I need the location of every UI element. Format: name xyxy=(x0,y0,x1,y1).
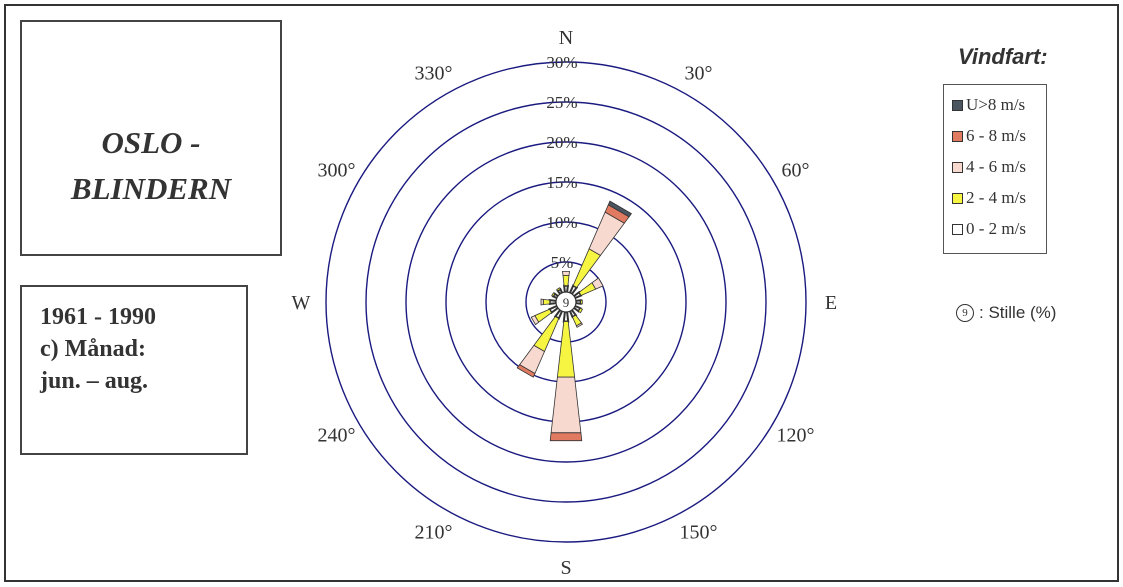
legend-item: U>8 m/s xyxy=(952,95,1025,115)
legend-title: Vindfart: xyxy=(958,44,1048,69)
wind-sector-segment xyxy=(562,270,570,276)
wind-sector-segment xyxy=(556,321,576,378)
station-title-box: OSLO - BLINDERN xyxy=(20,20,282,256)
direction-label: E xyxy=(825,292,837,314)
legend-label: 4 - 6 m/s xyxy=(966,157,1026,176)
station-title: OSLO - BLINDERN xyxy=(22,120,280,212)
ring-label: 30% xyxy=(546,53,577,72)
wind-sector-segment xyxy=(562,274,570,287)
legend-swatch-icon xyxy=(952,99,963,111)
period-months: jun. – aug. xyxy=(40,368,149,394)
wind-sector-segment xyxy=(575,322,583,328)
wind-sector-segment xyxy=(577,307,584,314)
direction-label: 240° xyxy=(318,425,356,447)
legend-label: U>8 m/s xyxy=(966,95,1026,114)
direction-label: S xyxy=(560,557,571,579)
direction-label: N xyxy=(559,27,573,49)
ring-label: 15% xyxy=(546,173,577,192)
direction-label: 30° xyxy=(685,63,713,85)
period-years: 1961 - 1990 xyxy=(40,304,156,330)
legend-item: 0 - 2 m/s xyxy=(952,219,1026,239)
wind-sector-segment xyxy=(574,299,582,305)
wind-sector-segment xyxy=(551,292,556,297)
ring-circle xyxy=(405,141,727,463)
ring-label: 10% xyxy=(546,213,577,232)
wind-sector-segment xyxy=(562,310,570,323)
wind-sector-segment xyxy=(607,200,632,218)
period-text: 1961 - 1990 c) Månad: jun. – aug. xyxy=(40,301,156,397)
legend-swatch-icon xyxy=(952,223,963,235)
direction-label: 150° xyxy=(680,522,718,544)
direction-label: 60° xyxy=(782,160,810,182)
wind-sector-segment xyxy=(580,299,583,305)
ring-circle xyxy=(325,61,807,543)
direction-label: 300° xyxy=(318,160,356,182)
wind-sector-segment xyxy=(530,315,540,326)
wind-sector-segment xyxy=(516,364,536,378)
ring-label: 25% xyxy=(546,93,577,112)
wind-sector-segment xyxy=(562,284,570,294)
legend-item: 6 - 8 m/s xyxy=(952,126,1026,146)
legend-swatch-icon xyxy=(952,130,963,142)
wind-sector-segment xyxy=(556,287,561,292)
wind-sector-segment xyxy=(548,298,558,306)
ring-label: 5% xyxy=(551,253,574,272)
period-box: 1961 - 1990 c) Månad: jun. – aug. xyxy=(20,285,248,455)
station-title-line2: BLINDERN xyxy=(70,171,232,206)
legend-item: 4 - 6 m/s xyxy=(952,157,1026,177)
calm-label: : Stille (%) xyxy=(979,303,1057,322)
period-month-label: c) Månad: xyxy=(40,336,146,362)
legend-label: 2 - 4 m/s xyxy=(966,188,1026,207)
wind-sector-segment xyxy=(542,298,551,306)
station-title-line1: OSLO - xyxy=(101,125,201,160)
legend-label: 6 - 8 m/s xyxy=(966,126,1026,145)
legend-label: 0 - 2 m/s xyxy=(966,219,1026,238)
calm-center-value: 9 xyxy=(563,295,570,310)
direction-label: W xyxy=(292,292,311,314)
legend-swatch-icon xyxy=(952,161,963,173)
direction-label: 210° xyxy=(415,522,453,544)
legend-swatch-icon xyxy=(952,192,963,204)
legend-item: 2 - 4 m/s xyxy=(952,188,1026,208)
direction-label: 120° xyxy=(777,425,815,447)
calm-circle-icon: 9 xyxy=(956,304,974,322)
wind-sector-segment xyxy=(591,277,604,290)
direction-label: 330° xyxy=(415,63,453,85)
ring-label: 20% xyxy=(546,133,577,152)
wind-sector-segment xyxy=(549,432,583,442)
legend-box: U>8 m/s 6 - 8 m/s 4 - 6 m/s 2 - 4 m/s 0 - 2 … xyxy=(943,84,1047,254)
wind-sector-segment xyxy=(540,298,544,306)
wind-sector-segment xyxy=(550,376,582,434)
calm-note: 9 : Stille (%) xyxy=(956,303,1056,323)
calm-center-circle xyxy=(555,291,577,313)
ring-circle xyxy=(365,101,767,503)
